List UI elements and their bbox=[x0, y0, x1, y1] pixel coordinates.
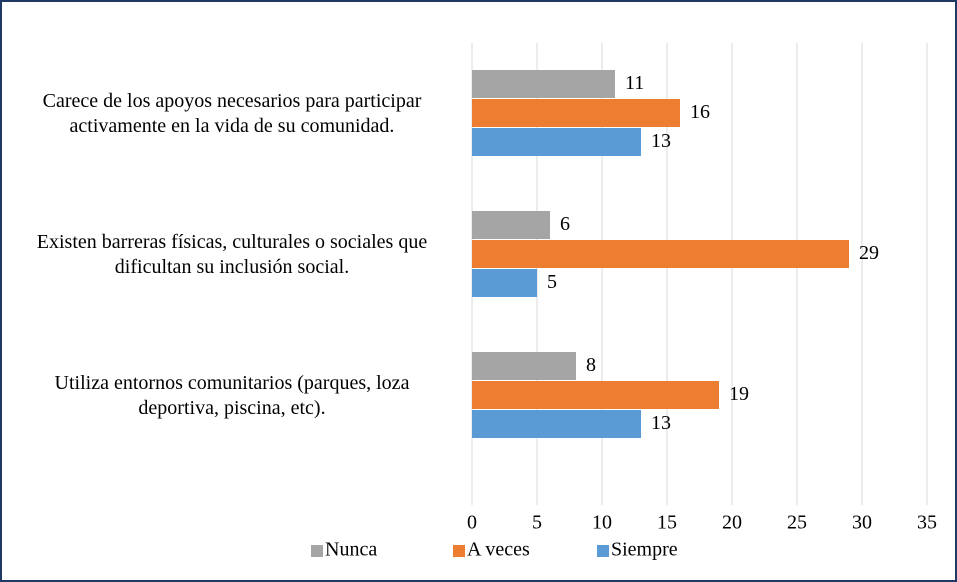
bar bbox=[472, 99, 680, 127]
bar bbox=[472, 410, 641, 438]
x-tick-label: 35 bbox=[917, 512, 937, 534]
legend-label: Siempre bbox=[611, 539, 678, 561]
x-tick-label: 15 bbox=[657, 512, 677, 534]
category-label: Carece de los apoyos necesarios para par… bbox=[42, 89, 422, 137]
legend-swatch bbox=[597, 545, 609, 557]
bar bbox=[472, 269, 537, 297]
x-tick-label: 25 bbox=[787, 512, 807, 534]
x-tick-label: 30 bbox=[852, 512, 872, 534]
x-tick-label: 0 bbox=[467, 512, 477, 534]
data-label: 13 bbox=[651, 412, 671, 434]
x-tick-label: 10 bbox=[592, 512, 612, 534]
data-label: 16 bbox=[690, 101, 710, 123]
legend-swatch bbox=[453, 545, 465, 557]
bar bbox=[472, 211, 550, 239]
data-label: 6 bbox=[560, 213, 570, 235]
category-label: Existen barreras físicas, culturales o s… bbox=[36, 230, 428, 278]
data-label: 19 bbox=[729, 383, 749, 405]
category-label: Utiliza entornos comunitarios (parques, … bbox=[54, 371, 410, 419]
data-label: 5 bbox=[547, 271, 557, 293]
bar bbox=[472, 381, 719, 409]
bar bbox=[472, 240, 849, 268]
x-tick-label: 5 bbox=[532, 512, 542, 534]
bar bbox=[472, 128, 641, 156]
x-tick-label: 20 bbox=[722, 512, 742, 534]
data-label: 11 bbox=[625, 72, 644, 94]
legend-label: A veces bbox=[467, 539, 530, 561]
data-label: 29 bbox=[859, 242, 879, 264]
bar bbox=[472, 70, 615, 98]
data-label: 13 bbox=[651, 130, 671, 152]
legend-label: Nunca bbox=[325, 539, 377, 561]
bar bbox=[472, 352, 576, 380]
data-label: 8 bbox=[586, 354, 596, 376]
legend-swatch bbox=[311, 545, 323, 557]
